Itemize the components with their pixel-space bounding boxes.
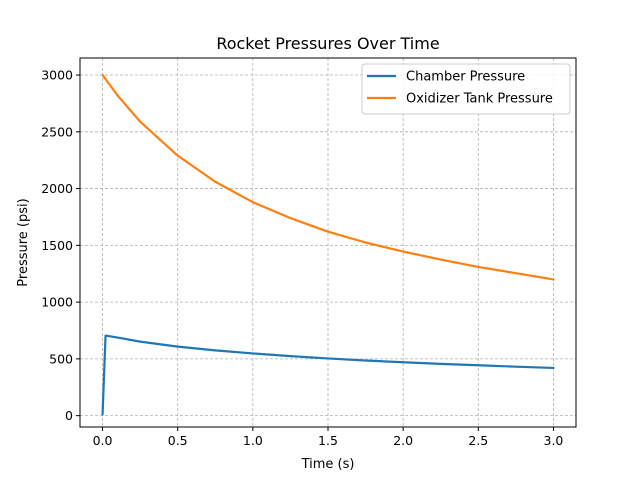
- x-axis: 0.0 0.5 1.0 1.5 2.0 2.5 3.0: [93, 427, 564, 448]
- y-tick-label: 2500: [41, 124, 73, 139]
- x-axis-label: Time (s): [301, 457, 355, 472]
- series-line-1: [101, 73, 555, 281]
- series-line-0: [101, 334, 555, 416]
- legend-label: Oxidizer Tank Pressure: [406, 92, 553, 107]
- legend: Chamber Pressure Oxidizer Tank Pressure: [361, 63, 571, 115]
- y-tick-label: 2000: [41, 181, 73, 196]
- x-tick-label: 2.5: [468, 433, 488, 448]
- x-tick-label: 3.0: [544, 433, 564, 448]
- x-tick-label: 1.0: [243, 433, 263, 448]
- legend-box: [361, 63, 571, 115]
- legend-label: Chamber Pressure: [406, 70, 525, 85]
- y-tick-label: 3000: [41, 68, 73, 83]
- y-tick-label: 0: [65, 408, 73, 423]
- y-tick-label: 500: [49, 351, 73, 366]
- x-tick-label: 0.5: [168, 433, 188, 448]
- chart-title: Rocket Pressures Over Time: [216, 34, 439, 53]
- series-layer: [101, 73, 555, 416]
- y-tick-label: 1000: [41, 295, 73, 310]
- y-tick-label: 1500: [41, 238, 73, 253]
- y-axis: 0 500 1000 1500 2000 2500 3000: [41, 68, 80, 423]
- x-tick-label: 0.0: [93, 433, 113, 448]
- x-tick-label: 1.5: [318, 433, 338, 448]
- y-axis-label: Pressure (psi): [16, 198, 31, 286]
- x-tick-label: 2.0: [393, 433, 413, 448]
